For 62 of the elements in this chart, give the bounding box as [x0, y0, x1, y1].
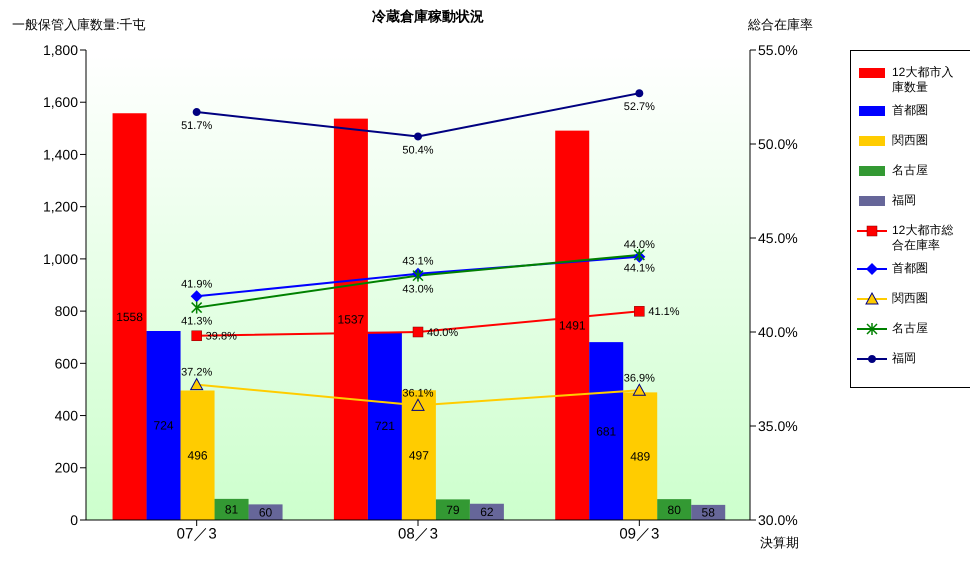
data-label: 681	[596, 424, 617, 438]
data-label: 40.0%	[427, 326, 458, 339]
data-label: 41.1%	[648, 306, 680, 318]
chart-title: 冷蔵倉庫稼動状況	[372, 8, 484, 24]
y-axis-title: 一般保管入庫数量:千屯	[12, 16, 146, 34]
data-label: 36.9%	[624, 372, 656, 384]
data-label: 43.1%	[402, 256, 434, 268]
data-label: 1491	[558, 318, 586, 333]
data-label: 62	[480, 505, 494, 520]
y2-tick-label: 35.0%	[758, 418, 798, 434]
y-tick-label: 800	[54, 303, 78, 320]
y-tick-label: 1,200	[42, 198, 78, 215]
y2-tick-label: 55.0%	[758, 42, 798, 58]
legend-label: 12大都市入庫数量	[892, 65, 954, 95]
legend-label: 福岡	[892, 351, 917, 366]
y-tick-label: 1,400	[42, 146, 78, 162]
y2-tick-label: 40.0%	[758, 324, 798, 340]
data-label: 489	[630, 449, 651, 464]
x-tick-label: 08／3	[398, 526, 438, 543]
data-label: 50.4%	[402, 144, 434, 156]
y-tick-label: 200	[54, 460, 78, 476]
data-label: 721	[374, 419, 396, 434]
y2-axis-title: 総合在庫率	[748, 16, 813, 34]
x-axis-title: 決算期	[760, 534, 799, 552]
data-label: 81	[224, 502, 239, 517]
legend-label: 関西圏	[892, 133, 929, 148]
legend-label: 12大都市総合在庫率	[892, 223, 954, 253]
y-tick-label: 1,000	[42, 250, 78, 267]
y-tick-label: 0	[70, 512, 78, 528]
data-label: 44.1%	[624, 262, 656, 275]
data-label: 724	[154, 418, 174, 433]
data-label: 80	[668, 502, 682, 517]
y2-tick-label: 45.0%	[758, 230, 798, 246]
y-tick-label: 400	[54, 408, 78, 424]
x-tick-label: 07／3	[176, 526, 217, 543]
data-label: 52.7%	[624, 101, 656, 114]
data-label: 496	[188, 448, 208, 463]
data-label: 60	[258, 505, 273, 520]
data-label: 44.0%	[624, 238, 656, 251]
legend-label: 関西圏	[892, 291, 929, 306]
x-tick-label: 09／3	[619, 526, 660, 543]
y-tick-label: 1,800	[42, 42, 78, 58]
data-label: 1558	[116, 310, 144, 324]
legend-label: 名古屋	[892, 163, 929, 178]
legend-label: 名古屋	[892, 321, 929, 336]
data-label: 79	[446, 502, 460, 517]
data-label: 43.0%	[402, 283, 434, 296]
data-label: 58	[702, 506, 716, 520]
data-label: 51.7%	[181, 120, 212, 132]
y2-tick-label: 30.0%	[758, 512, 798, 528]
data-label: 497	[408, 448, 430, 462]
legend-label: 首都圏	[892, 103, 929, 118]
y2-tick-label: 50.0%	[758, 136, 798, 152]
data-label: 41.3%	[181, 315, 212, 328]
legend-label: 福岡	[892, 193, 917, 208]
data-label: 1537	[338, 312, 365, 327]
data-label: 36.1%	[402, 387, 434, 400]
y-tick-label: 1,600	[42, 94, 78, 110]
data-label: 37.2%	[181, 366, 212, 379]
y-tick-label: 600	[54, 355, 78, 372]
legend-label: 首都圏	[892, 261, 929, 276]
data-label: 41.9%	[181, 278, 212, 290]
